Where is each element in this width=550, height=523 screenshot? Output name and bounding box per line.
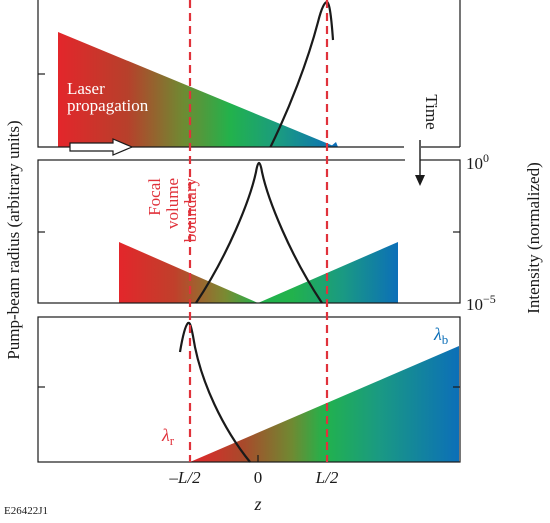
left-axis-label: Pump-beam radius (arbitrary units) (4, 120, 23, 359)
panel-bottom-wedge (190, 346, 459, 462)
laser-propagation-arrow (69, 138, 134, 156)
x-tick-label-plus-half: L/2 (315, 468, 339, 487)
time-arrow-head (415, 175, 425, 186)
intensity-bottom-label: 10−5 (466, 292, 496, 314)
x-tick-label-minus-half: –L/2 (168, 468, 201, 487)
panel-top-wedge (58, 32, 336, 147)
svg-text:volume: volume (163, 178, 182, 229)
laser-propagation-label-2: propagation (67, 96, 149, 115)
panel-middle-wedge-left (119, 242, 258, 303)
time-label: Time (422, 94, 441, 129)
panel-top: Laser propagation (37, 0, 461, 156)
panel-middle (37, 152, 461, 304)
panel-top-frame (37, 0, 404, 148)
svg-text:Focal: Focal (145, 178, 164, 216)
focal-boundary-label: Focal volume boundary (145, 178, 200, 243)
x-tick-label-zero: 0 (254, 468, 263, 487)
lambda-r-label: λr (161, 425, 175, 448)
svg-text:boundary: boundary (181, 178, 200, 243)
panel-top-intensity-curve (269, 0, 335, 147)
intensity-top-label: 100 (466, 151, 489, 173)
figure-id: E26422J1 (4, 505, 48, 517)
x-axis-label: z (253, 494, 261, 514)
panel-middle-intensity-curve (195, 161, 323, 304)
right-axis-label: Intensity (normalized) (524, 162, 543, 314)
panel-top-wedge-tip (330, 142, 338, 147)
lambda-b-label: λb (433, 324, 448, 347)
panel-bottom-intensity-curve (178, 321, 251, 463)
laser-propagation-label-1: Laser (67, 79, 105, 98)
panel-middle-wedge-right (258, 242, 398, 303)
time-indicator: Time (415, 94, 441, 186)
panel-bottom (37, 316, 461, 463)
